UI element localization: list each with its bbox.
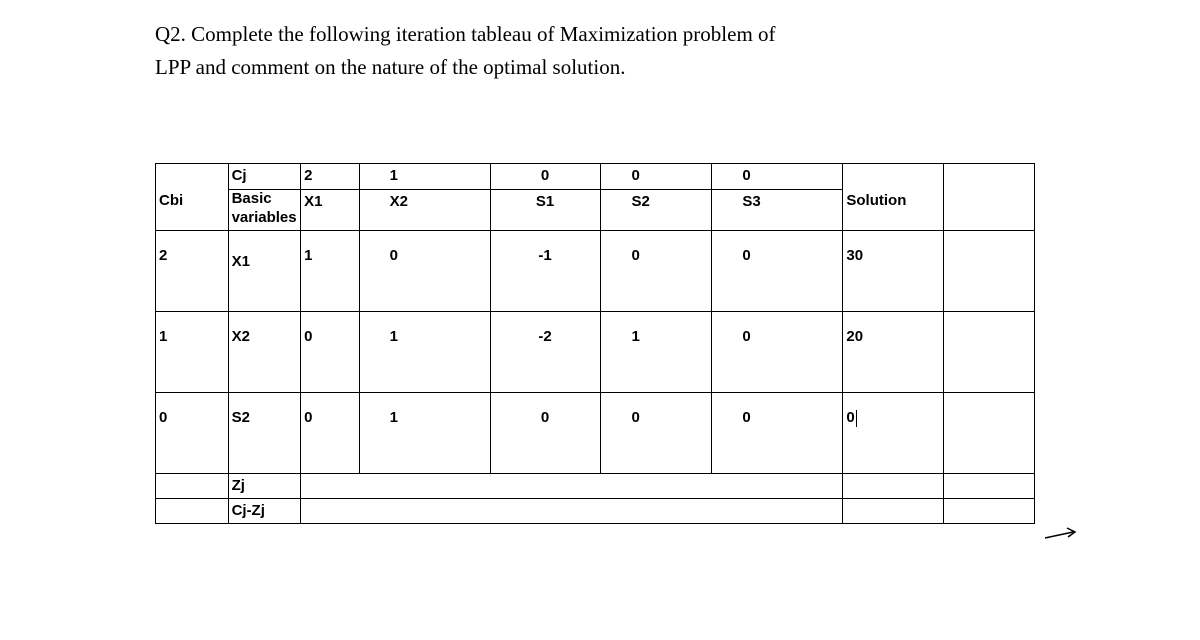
cj-label: Cj: [229, 164, 301, 189]
table-row: 0 S2 0 1 0 0 0 0: [156, 393, 1035, 474]
table-row: Cj-Zj: [156, 499, 1035, 524]
var-s1: S1: [491, 190, 601, 215]
r2-s1: -2: [491, 312, 601, 348]
r1-x2: 0: [360, 231, 490, 267]
r2-basic: X2: [229, 312, 301, 348]
table-row: Zj: [156, 474, 1035, 499]
r2-x1: 0: [301, 312, 358, 348]
var-s3: S3: [712, 190, 842, 215]
variables-label: variables: [229, 209, 301, 231]
r2-x2: 1: [360, 312, 490, 348]
r1-s1: -1: [491, 231, 601, 267]
r3-s2: 0: [601, 393, 711, 429]
r3-blank: [944, 393, 1034, 399]
r3-x1: 0: [301, 393, 358, 429]
r2-cbi: 1: [156, 312, 228, 348]
question-text: Q2. Complete the following iteration tab…: [155, 18, 1080, 83]
zj-sol-blank: [843, 474, 943, 480]
basic-label: Basic: [229, 190, 301, 209]
r1-x1: 1: [301, 231, 358, 267]
var-x1: X1: [301, 190, 358, 215]
lpp-tableau: Cbi Cj 2 1 0 0 0 Solution Basic variable…: [155, 163, 1035, 524]
r3-s3: 0: [712, 393, 842, 429]
zj-values-blank: [301, 474, 842, 480]
r3-basic: S2: [229, 393, 301, 429]
r1-cbi: 2: [156, 231, 228, 267]
r1-s2: 0: [601, 231, 711, 267]
cjzj-values-blank: [301, 499, 842, 505]
cj-s2: 0: [601, 164, 711, 189]
r2-s2: 1: [601, 312, 711, 348]
r3-cbi: 0: [156, 393, 228, 429]
zj-extra-blank: [944, 474, 1034, 480]
question-line1: Q2. Complete the following iteration tab…: [155, 22, 776, 46]
zj-cbi-blank: [156, 474, 228, 480]
zj-label: Zj: [229, 474, 301, 497]
cbi-label: Cbi: [156, 164, 228, 214]
r1-basic: X1: [229, 231, 301, 273]
r2-s3: 0: [712, 312, 842, 348]
r1-blank: [944, 231, 1034, 237]
cjzj-sol-blank: [843, 499, 943, 505]
header-blank: [944, 164, 1034, 170]
arrow-icon: [1043, 524, 1083, 549]
r3-x2: 1: [360, 393, 490, 429]
r3-s1: 0: [491, 393, 601, 429]
question-line2: LPP and comment on the nature of the opt…: [155, 55, 625, 79]
r1-s3: 0: [712, 231, 842, 267]
r1-sol: 30: [843, 231, 943, 267]
cj-s3: 0: [712, 164, 842, 189]
cj-x2: 1: [360, 164, 490, 189]
text-cursor: [856, 410, 857, 427]
r2-sol: 20: [843, 312, 943, 348]
cjzj-cbi-blank: [156, 499, 228, 505]
cj-s1: 0: [491, 164, 601, 189]
table-row: 1 X2 0 1 -2 1 0 20: [156, 312, 1035, 393]
solution-label: Solution: [843, 164, 943, 214]
var-x2: X2: [360, 190, 490, 215]
cjzj-label: Cj-Zj: [229, 499, 301, 522]
var-s2: S2: [601, 190, 711, 215]
r2-blank: [944, 312, 1034, 318]
r3-sol[interactable]: 0: [846, 409, 854, 426]
cj-x1: 2: [301, 164, 358, 189]
table-row: 2 X1 1 0 -1 0 0 30: [156, 231, 1035, 312]
cjzj-extra-blank: [944, 499, 1034, 505]
